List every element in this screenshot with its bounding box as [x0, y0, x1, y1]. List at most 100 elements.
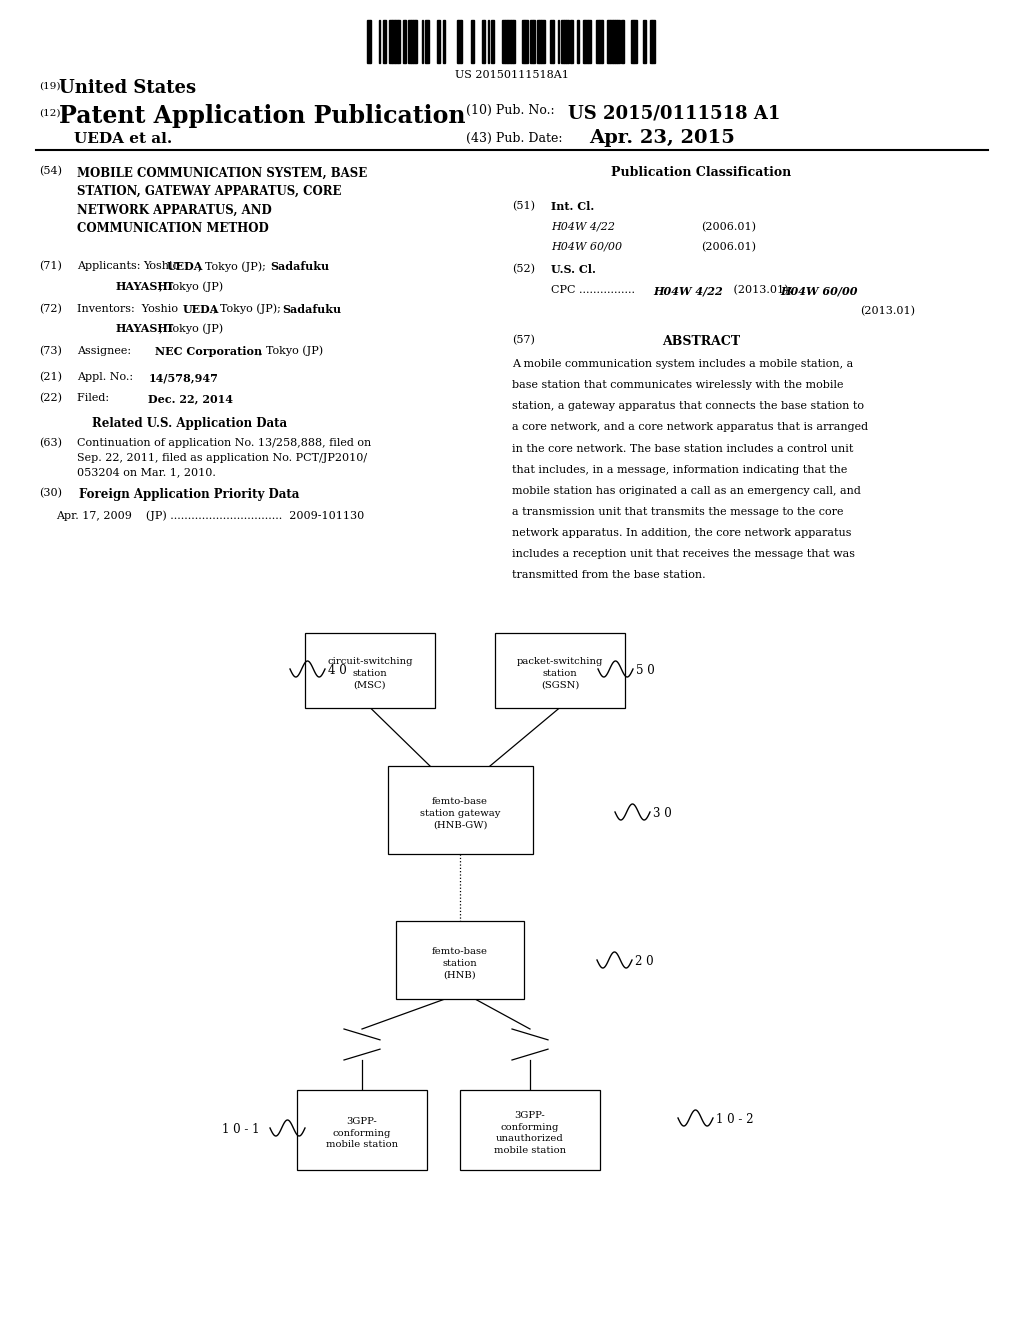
Text: circuit-switching
station
(MSC): circuit-switching station (MSC)	[328, 657, 413, 689]
Bar	[484, 20, 485, 63]
Bar	[409, 20, 411, 63]
Bar	[606, 20, 608, 63]
Text: ABSTRACT: ABSTRACT	[663, 335, 740, 348]
Bar	[567, 20, 569, 63]
Bar	[571, 20, 572, 63]
Text: H04W 4/22: H04W 4/22	[653, 285, 723, 296]
Bar	[542, 20, 545, 63]
Text: (54): (54)	[39, 166, 61, 177]
Text: 2 0: 2 0	[635, 954, 653, 968]
Text: base station that communicates wirelessly with the mobile: base station that communicates wirelessl…	[512, 380, 844, 391]
Text: , Tokyo (JP);: , Tokyo (JP);	[198, 261, 265, 272]
Bar	[511, 20, 513, 63]
Text: 3GPP-
conforming
mobile station: 3GPP- conforming mobile station	[326, 1117, 398, 1150]
Bar	[398, 20, 399, 63]
Bar	[570, 20, 571, 63]
Bar	[588, 20, 592, 63]
Bar	[650, 20, 651, 63]
Bar	[558, 20, 559, 63]
Text: U.S. Cl.: U.S. Cl.	[551, 264, 596, 275]
Text: (71): (71)	[39, 261, 61, 272]
Bar	[583, 20, 584, 63]
Text: H04W 60/00: H04W 60/00	[780, 285, 858, 296]
Text: (22): (22)	[39, 393, 61, 404]
Bar	[387, 766, 532, 854]
Text: Applicants:: Applicants:	[77, 261, 140, 272]
Bar	[513, 20, 515, 63]
Text: Assignee:: Assignee:	[77, 346, 138, 356]
Bar	[585, 20, 588, 63]
Text: , Tokyo (JP): , Tokyo (JP)	[159, 281, 223, 292]
Text: (63): (63)	[39, 438, 61, 449]
Bar	[564, 20, 565, 63]
Bar	[634, 20, 637, 63]
Text: Patent Application Publication: Patent Application Publication	[59, 104, 466, 128]
Text: station, a gateway apparatus that connects the base station to: station, a gateway apparatus that connec…	[512, 401, 864, 412]
Text: Inventors:  Yoshio: Inventors: Yoshio	[77, 304, 181, 314]
Bar	[550, 20, 553, 63]
Bar	[596, 20, 599, 63]
Bar	[561, 20, 564, 63]
Bar	[411, 20, 413, 63]
Text: HAYASHI: HAYASHI	[116, 281, 174, 292]
Bar	[416, 20, 418, 63]
Bar	[495, 632, 625, 708]
Bar	[487, 20, 488, 63]
Bar	[565, 20, 567, 63]
Bar	[457, 20, 458, 63]
Bar	[371, 20, 372, 63]
Text: US 2015/0111518 A1: US 2015/0111518 A1	[568, 104, 780, 123]
Bar	[608, 20, 610, 63]
Text: Appl. No.:: Appl. No.:	[77, 372, 140, 383]
Bar	[461, 20, 462, 63]
Text: (52): (52)	[512, 264, 535, 275]
Text: Publication Classification: Publication Classification	[611, 166, 792, 180]
Bar	[540, 20, 542, 63]
Text: UEDA: UEDA	[182, 304, 219, 314]
Text: 1 0 - 2: 1 0 - 2	[716, 1113, 754, 1126]
Text: (43) Pub. Date:: (43) Pub. Date:	[466, 132, 562, 145]
Text: Apr. 23, 2015: Apr. 23, 2015	[589, 129, 734, 148]
Text: (51): (51)	[512, 201, 535, 211]
Text: 3GPP-
conforming
unauthorized
mobile station: 3GPP- conforming unauthorized mobile sta…	[494, 1111, 566, 1155]
Text: 5 0: 5 0	[636, 664, 654, 677]
Text: a transmission unit that transmits the message to the core: a transmission unit that transmits the m…	[512, 507, 844, 517]
Text: (72): (72)	[39, 304, 61, 314]
Bar	[392, 20, 395, 63]
Text: UEDA: UEDA	[167, 261, 204, 272]
Bar	[651, 20, 654, 63]
Text: that includes, in a message, information indicating that the: that includes, in a message, information…	[512, 465, 848, 475]
Bar	[367, 20, 371, 63]
Bar	[584, 20, 585, 63]
Text: , Tokyo (JP);: , Tokyo (JP);	[213, 304, 281, 314]
Bar	[389, 20, 392, 63]
Bar	[613, 20, 615, 63]
Bar	[616, 20, 620, 63]
Text: H04W 4/22: H04W 4/22	[551, 222, 614, 232]
Text: Related U.S. Application Data: Related U.S. Application Data	[92, 417, 287, 430]
Text: (12): (12)	[39, 108, 60, 117]
Bar	[422, 20, 423, 63]
Text: Foreign Application Priority Data: Foreign Application Priority Data	[79, 488, 300, 502]
Bar	[631, 20, 633, 63]
Text: United States: United States	[59, 79, 197, 98]
Bar	[482, 20, 484, 63]
Bar	[458, 20, 461, 63]
Text: network apparatus. In addition, the core network apparatus: network apparatus. In addition, the core…	[512, 528, 852, 539]
Text: MOBILE COMMUNICATION SYSTEM, BASE
STATION, GATEWAY APPARATUS, CORE
NETWORK APPAR: MOBILE COMMUNICATION SYSTEM, BASE STATIO…	[77, 166, 367, 235]
Bar	[402, 20, 406, 63]
Text: Dec. 22, 2014: Dec. 22, 2014	[148, 393, 233, 404]
Bar	[507, 20, 508, 63]
Text: A mobile communication system includes a mobile station, a: A mobile communication system includes a…	[512, 359, 853, 370]
Text: (2006.01): (2006.01)	[701, 222, 757, 232]
Text: in the core network. The base station includes a control unit: in the core network. The base station in…	[512, 444, 853, 454]
Text: 1 0 - 1: 1 0 - 1	[222, 1123, 259, 1137]
Text: HAYASHI: HAYASHI	[116, 323, 174, 334]
Bar	[379, 20, 380, 63]
Bar	[442, 20, 444, 63]
Bar	[579, 20, 580, 63]
Bar	[395, 20, 398, 63]
Bar	[505, 20, 507, 63]
Text: (57): (57)	[512, 335, 535, 346]
Bar	[502, 20, 505, 63]
